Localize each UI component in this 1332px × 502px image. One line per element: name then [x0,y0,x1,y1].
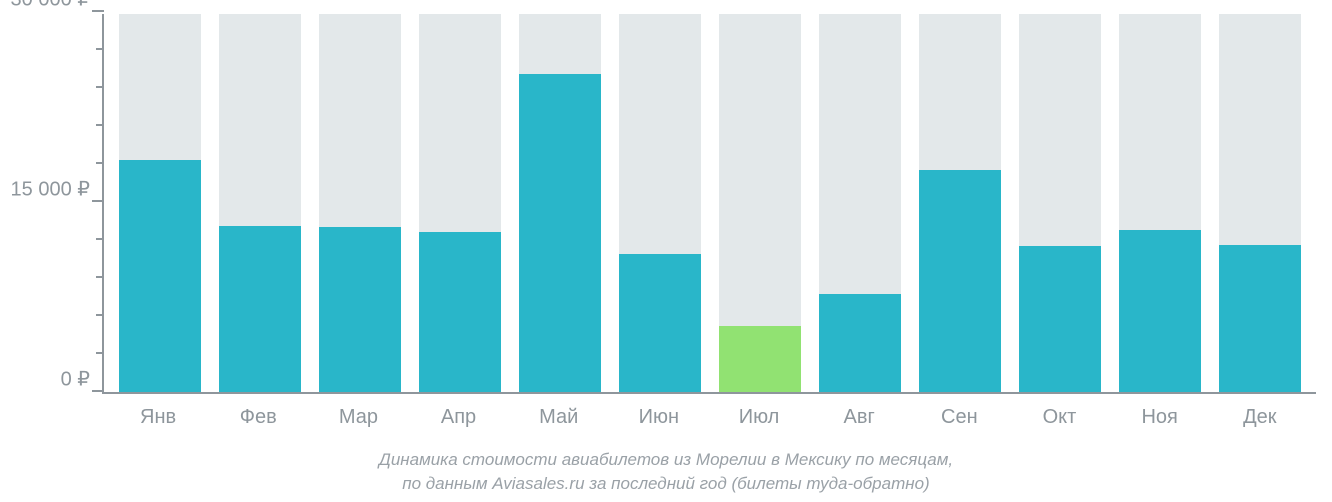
chart-caption-line1: Динамика стоимости авиабилетов из Морели… [0,448,1332,472]
bar-slot [719,14,801,392]
x-axis-label: Ноя [1119,400,1201,429]
y-tick-minor [96,314,104,316]
x-axis-label: Дек [1219,400,1301,429]
x-axis-label: Апр [418,400,500,429]
bar-slot [1119,14,1201,392]
bar-slot [1019,14,1101,392]
plot-area [102,14,1316,394]
x-axis-label: Авг [818,400,900,429]
bar [1119,230,1201,392]
bar-slot [419,14,501,392]
y-axis-labels: 0 ₽15 000 ₽30 000 ₽ [0,14,90,394]
y-tick-minor [96,86,104,88]
x-axis-label: Май [518,400,600,429]
bar [219,226,301,392]
bar-slot [619,14,701,392]
chart-caption-line2: по данным Aviasales.ru за последний год … [0,472,1332,496]
y-tick-major [92,200,104,202]
y-tick-minor [96,162,104,164]
x-axis-labels: Янв Фев Мар Апр Май Июн Июл Авг Сен Окт Ноя Дек [102,400,1316,429]
y-axis-label: 15 000 ₽ [11,177,90,202]
y-tick-major [92,10,104,12]
bar-slot [819,14,901,392]
bar [519,74,601,392]
bar-slot [1219,14,1301,392]
x-axis-label: Фев [217,400,299,429]
bar [419,232,501,392]
price-chart: 0 ₽ 15 000 ₽ 30 000 ₽ Янв Фев Мар Апр Май Июн Ию… [0,0,1332,502]
bar [719,326,801,392]
bar-slot [219,14,301,392]
bar [619,254,701,392]
bar [1219,245,1301,392]
bar-slot [919,14,1001,392]
y-tick-minor [96,124,104,126]
bar [1019,246,1101,392]
bar [819,294,901,392]
x-axis-label: Окт [1018,400,1100,429]
y-tick-minor [96,238,104,240]
y-tick-major [92,390,104,392]
x-axis-label: Мар [317,400,399,429]
y-tick-minor [96,276,104,278]
y-axis-label: 30 000 ₽ [11,0,90,12]
y-tick-minor [96,352,104,354]
y-axis-label: 0 ₽ [61,367,90,392]
x-axis-label: Июн [618,400,700,429]
bar-slot [319,14,401,392]
x-axis-label: Июл [718,400,800,429]
bar [919,170,1001,392]
bar-slot [519,14,601,392]
x-axis-label: Сен [918,400,1000,429]
bar-slot [119,14,201,392]
y-tick-minor [96,48,104,50]
bar [319,227,401,392]
x-axis-label: Янв [117,400,199,429]
bars-container [104,14,1316,392]
bar [119,160,201,392]
